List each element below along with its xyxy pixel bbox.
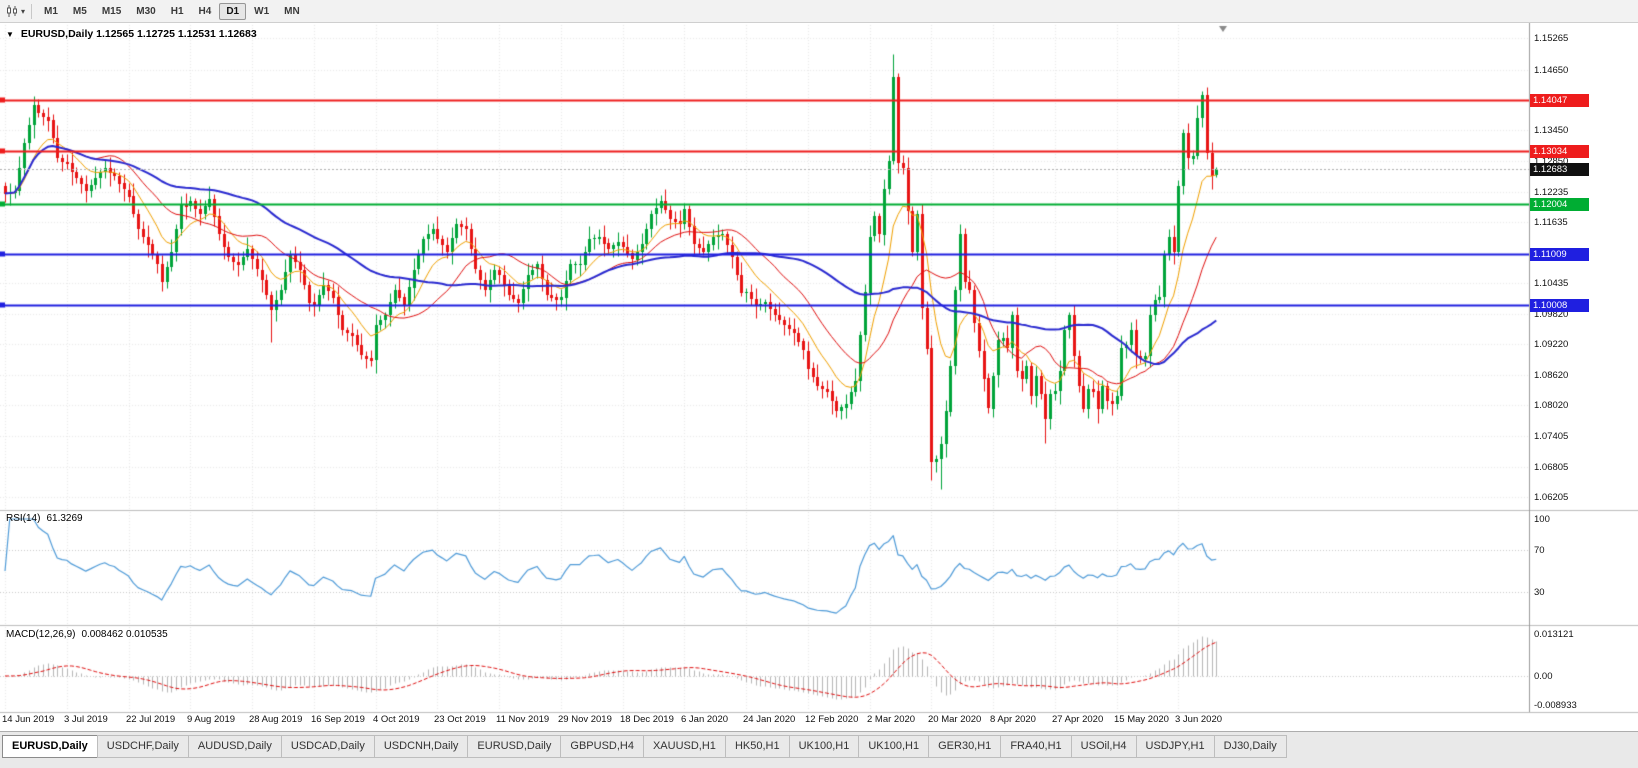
macd-axis-label: 0.00 xyxy=(1534,671,1553,682)
chart-type-dropdown-icon[interactable]: ▾ xyxy=(21,6,26,16)
chart-tab[interactable]: FRA40,H1 xyxy=(1000,735,1072,758)
chart-tab[interactable]: UK100,H1 xyxy=(788,735,860,758)
rsi-axis-label: 100 xyxy=(1534,514,1550,525)
rsi-name: RSI(14) xyxy=(6,513,41,524)
timeframe-button-d1[interactable]: D1 xyxy=(219,2,247,20)
price-axis-label: 1.08620 xyxy=(1534,370,1569,381)
date-axis-label: 3 Jun 2020 xyxy=(1175,714,1223,725)
chart-title: ▼ EURUSD,Daily 1.12565 1.12725 1.12531 1… xyxy=(6,28,257,40)
rsi-axis-label: 30 xyxy=(1534,587,1545,598)
chart-tab[interactable]: USDCAD,Daily xyxy=(280,735,375,758)
chart-tab[interactable]: UK100,H1 xyxy=(858,735,930,758)
chart-tab[interactable]: AUDUSD,Daily xyxy=(187,735,282,758)
macd-values: 0.008462 0.010535 xyxy=(81,629,168,640)
timeframe-button-m15[interactable]: M15 xyxy=(101,5,122,17)
current-price-badge: 1.12683 xyxy=(1530,163,1589,176)
price-level-badge: 1.11009 xyxy=(1530,248,1589,261)
chart-tabs: EURUSD,Daily USDCHF,Daily AUDUSD,Daily USDC… xyxy=(2,735,1636,758)
timeframe-button-m1[interactable]: M1 xyxy=(44,5,58,17)
price-axis-label: 1.10435 xyxy=(1534,278,1569,289)
price-axis-label: 1.11635 xyxy=(1534,217,1568,228)
date-axis-label: 12 Feb 2020 xyxy=(805,714,859,725)
date-axis-label: 27 Apr 2020 xyxy=(1052,714,1104,725)
date-axis-label: 16 Sep 2019 xyxy=(311,714,365,725)
price-axis-label: 1.07405 xyxy=(1534,431,1569,442)
chart-type-candlestick-icon[interactable] xyxy=(4,3,20,19)
timeframe-button-m30[interactable]: M30 xyxy=(136,5,156,17)
date-axis-label: 20 Mar 2020 xyxy=(928,714,982,725)
date-axis-label: 22 Jul 2019 xyxy=(126,714,176,725)
price-axis-label: 1.14650 xyxy=(1534,65,1569,76)
price-level-badge: 1.14047 xyxy=(1530,94,1589,107)
timeframe-toolbar: ▾ M1 M5 M15 M30 H1 H4 D1 W1 MN xyxy=(0,0,1638,23)
timeframe-button-h4[interactable]: H4 xyxy=(198,5,212,17)
date-axis-label: 14 Jun 2019 xyxy=(2,714,55,725)
date-axis-label: 24 Jan 2020 xyxy=(743,714,796,725)
date-axis-label: 28 Aug 2019 xyxy=(249,714,303,725)
price-axis-label: 1.08020 xyxy=(1534,400,1569,411)
date-axis-label: 29 Nov 2019 xyxy=(558,714,612,725)
price-axis-label: 1.06205 xyxy=(1534,492,1569,503)
timeframe-button-h1[interactable]: H1 xyxy=(170,5,184,17)
timeframe-button-m5[interactable]: M5 xyxy=(72,5,87,17)
chart-tab[interactable]: GBPUSD,H4 xyxy=(560,735,644,758)
chart-tab[interactable]: USOil,H4 xyxy=(1070,735,1137,758)
chart-symbol-label: EURUSD,Daily xyxy=(20,28,94,40)
chart-tab[interactable]: USDCNH,Daily xyxy=(373,735,469,758)
chart-tabs-bar: EURUSD,Daily USDCHF,Daily AUDUSD,Daily USDC… xyxy=(0,731,1638,768)
chart-tab[interactable]: EURUSD,Daily xyxy=(2,735,98,758)
date-axis-label: 15 May 2020 xyxy=(1114,714,1169,725)
macd-axis-label: -0.008933 xyxy=(1534,700,1577,711)
date-axis-label: 23 Oct 2019 xyxy=(434,714,486,725)
macd-name: MACD(12,26,9) xyxy=(6,629,76,640)
timeframe-buttons: M1 M5 M15 M30 H1 H4 D1 W1 MN xyxy=(37,2,307,20)
price-axis-label: 1.15265 xyxy=(1534,33,1569,44)
chart-ohlc-values: 1.12565 1.12725 1.12531 1.12683 xyxy=(96,28,257,40)
price-axis-label: 1.12235 xyxy=(1534,187,1569,198)
price-axis-label: 1.06805 xyxy=(1534,462,1569,473)
date-axis-label: 2 Mar 2020 xyxy=(867,714,916,725)
price-chart-canvas[interactable] xyxy=(0,23,1638,731)
price-level-badge: 1.10008 xyxy=(1530,299,1589,312)
rsi-indicator-label: RSI(14) 61.3269 xyxy=(6,513,83,524)
chart-tab[interactable]: XAUUSD,H1 xyxy=(642,735,726,758)
timeframe-button-w1[interactable]: W1 xyxy=(254,5,270,17)
chart-tab[interactable]: USDJPY,H1 xyxy=(1135,735,1215,758)
chart-tab[interactable]: HK50,H1 xyxy=(724,735,790,758)
chart-window[interactable]: ▼ EURUSD,Daily 1.12565 1.12725 1.12531 1… xyxy=(0,23,1638,731)
macd-indicator-label: MACD(12,26,9) 0.008462 0.010535 xyxy=(6,629,168,640)
date-axis-label: 3 Jul 2019 xyxy=(64,714,108,725)
date-axis-label: 9 Aug 2019 xyxy=(187,714,236,725)
chart-tab[interactable]: EURUSD,Daily xyxy=(467,735,562,758)
chart-tab[interactable]: DJ30,Daily xyxy=(1213,735,1287,758)
price-level-badge: 1.13034 xyxy=(1530,145,1589,158)
rsi-value: 61.3269 xyxy=(46,513,83,524)
price-axis-label: 1.12850 xyxy=(1534,156,1569,167)
timeframe-button-mn[interactable]: MN xyxy=(284,5,300,17)
date-axis-label: 6 Jan 2020 xyxy=(681,714,729,725)
date-axis-label: 4 Oct 2019 xyxy=(373,714,420,725)
price-level-badge: 1.12004 xyxy=(1530,198,1589,211)
price-axis-label: 1.13450 xyxy=(1534,125,1569,136)
chart-tab[interactable]: GER30,H1 xyxy=(928,735,1002,758)
price-axis-label: 1.09220 xyxy=(1534,339,1569,350)
date-axis-label: 18 Dec 2019 xyxy=(620,714,674,725)
collapse-arrow-icon[interactable]: ▼ xyxy=(6,30,14,39)
date-axis-label: 8 Apr 2020 xyxy=(990,714,1036,725)
chart-tab[interactable]: USDCHF,Daily xyxy=(96,735,189,758)
toolbar-separator xyxy=(31,3,33,19)
macd-axis-label: 0.013121 xyxy=(1534,629,1574,640)
date-axis-label: 11 Nov 2019 xyxy=(496,714,550,725)
rsi-axis-label: 70 xyxy=(1534,545,1545,556)
price-axis-label: 1.09820 xyxy=(1534,309,1569,320)
